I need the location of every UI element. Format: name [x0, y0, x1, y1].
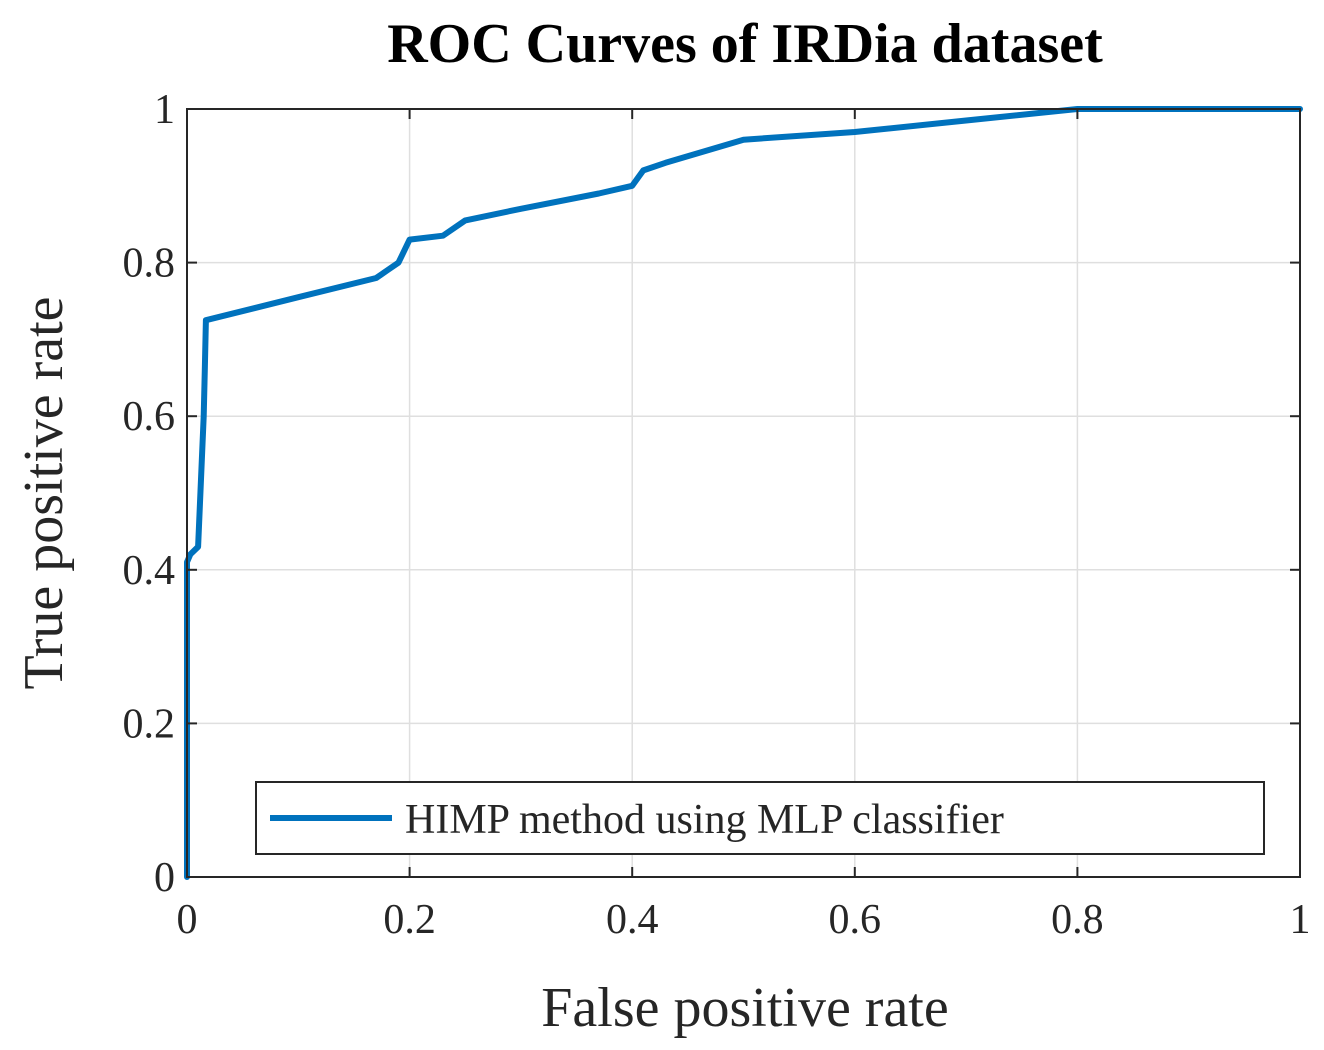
y-tick-label: 0.4 — [123, 548, 176, 594]
y-axis-label: True positive rate — [13, 297, 75, 690]
x-tick-label: 0.6 — [829, 897, 882, 943]
x-tick-label: 0 — [177, 897, 198, 943]
legend: HIMP method using MLP classifier — [255, 781, 1265, 855]
y-tick-label: 0.6 — [123, 394, 176, 440]
legend-box — [255, 781, 1265, 855]
legend-entry-label: HIMP method using MLP classifier — [405, 797, 1004, 843]
x-tick-label: 0.2 — [383, 897, 436, 943]
chart-title: ROC Curves of IRDia dataset — [387, 13, 1103, 75]
y-tick-label: 0.8 — [123, 241, 176, 287]
x-tick-label: 0.4 — [606, 897, 659, 943]
y-tick-label: 0 — [154, 855, 175, 901]
x-axis-label: False positive rate — [541, 977, 948, 1039]
plot-frame — [186, 108, 1301, 878]
series-layer — [184, 106, 1303, 880]
y-tick-labels: 0 0.2 0.4 0.6 0.8 1 — [123, 87, 176, 901]
roc-curve-line — [184, 106, 1303, 880]
x-tick-labels: 0 0.2 0.4 0.6 0.8 1 — [177, 897, 1311, 943]
y-tick-label: 1 — [154, 87, 175, 133]
x-tick-label: 1 — [1290, 897, 1311, 943]
x-tick-label: 0.8 — [1051, 897, 1104, 943]
plot-area — [187, 109, 1300, 877]
tick-marks — [186, 108, 1301, 878]
y-tick-label: 0.2 — [123, 701, 176, 747]
